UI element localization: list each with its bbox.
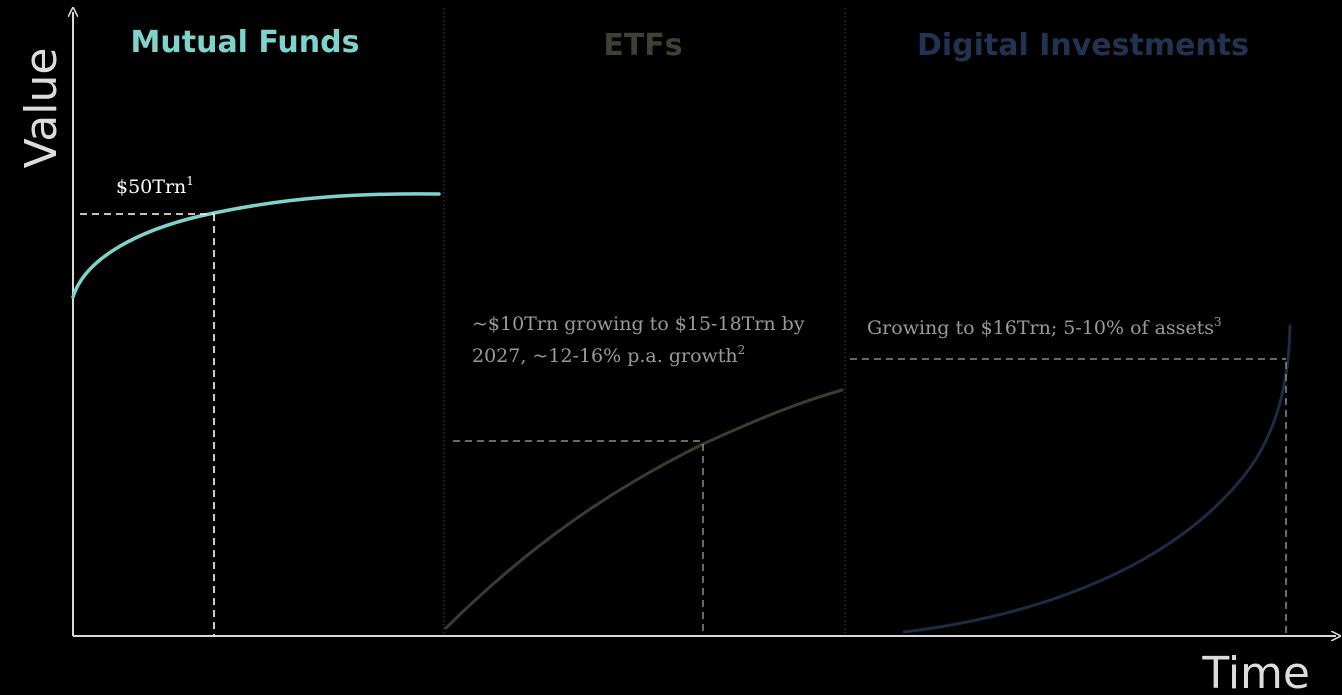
annotation-etfs-line2: 2027, ~12-16% p.a. growth2 [472,343,745,367]
annotation-digital-investments-footnote: 3 [1214,315,1222,329]
series-line-etfs [446,390,842,628]
x-axis-title: Time [1201,648,1310,695]
annotation-digital-investments: Growing to $16Trn; 5-10% of assets3 [867,315,1222,339]
annotation-mutual-funds: $50Trn1 [116,174,194,198]
annotation-mutual-funds-text: $50Trn [116,176,186,198]
annotation-mutual-funds-footnote: 1 [186,174,194,188]
panel-title-mutual-funds: Mutual Funds [131,25,360,60]
series-line-mutual-funds [73,194,439,297]
series-line-digital-investments [904,326,1290,632]
annotation-etfs-line2-text: 2027, ~12-16% p.a. growth [472,345,738,367]
annotation-etfs-line1: ~$10Trn growing to $15-18Trn by [472,313,805,335]
y-axis-title: Value [16,48,67,169]
annotation-etfs-footnote: 2 [738,343,746,357]
annotation-digital-investments-text: Growing to $16Trn; 5-10% of assets [867,317,1214,339]
panel-title-digital-investments: Digital Investments [917,28,1249,63]
panel-title-etfs: ETFs [603,28,682,63]
